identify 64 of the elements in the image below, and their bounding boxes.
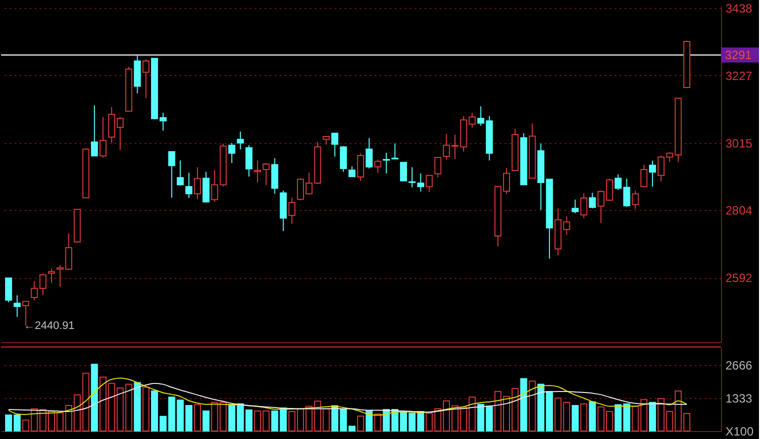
bar bbox=[580, 403, 588, 432]
bar bbox=[271, 410, 278, 432]
candlestick bbox=[366, 138, 373, 170]
bar bbox=[202, 410, 210, 432]
bar bbox=[683, 412, 690, 432]
candlestick bbox=[202, 171, 210, 204]
candlestick bbox=[348, 166, 356, 178]
candlestick bbox=[632, 190, 639, 210]
candlestick bbox=[228, 142, 236, 164]
candlestick bbox=[245, 144, 252, 178]
bar bbox=[134, 382, 141, 432]
y-tick-label: 2804 bbox=[726, 204, 753, 218]
candlestick bbox=[48, 268, 55, 284]
bar bbox=[125, 384, 132, 432]
bar bbox=[520, 378, 528, 432]
candlestick bbox=[254, 160, 262, 183]
y-tick-label: 3015 bbox=[726, 136, 753, 150]
candlestick bbox=[100, 116, 107, 158]
candlestick bbox=[426, 174, 433, 193]
bar bbox=[366, 410, 373, 432]
bar bbox=[90, 364, 98, 432]
bar bbox=[588, 401, 596, 432]
candlestick bbox=[5, 277, 12, 303]
candlestick bbox=[14, 294, 21, 318]
bar bbox=[194, 404, 201, 432]
candlestick bbox=[357, 152, 364, 182]
candlestick bbox=[374, 159, 382, 174]
bar bbox=[142, 386, 150, 432]
candlestick bbox=[185, 172, 192, 199]
candlestick bbox=[434, 157, 442, 178]
candlestick bbox=[236, 131, 244, 150]
candlestick bbox=[572, 199, 579, 214]
candlestick bbox=[168, 151, 176, 198]
bar bbox=[648, 402, 656, 432]
bar bbox=[357, 416, 364, 432]
bar bbox=[374, 413, 382, 432]
candlestick bbox=[262, 162, 270, 186]
candlestick bbox=[142, 58, 150, 99]
annotation: ←2440.91 bbox=[24, 320, 75, 332]
y-tick-label: 3438 bbox=[726, 2, 753, 16]
candlestick bbox=[340, 146, 347, 172]
candlestick bbox=[331, 132, 338, 158]
y-tick-label: 1333 bbox=[726, 392, 753, 406]
bar bbox=[22, 420, 30, 432]
bar bbox=[572, 405, 579, 432]
line-series bbox=[8, 382, 688, 413]
candlestick bbox=[176, 160, 184, 186]
bar bbox=[280, 408, 287, 432]
y-tick-label: 2592 bbox=[726, 271, 753, 286]
y-tick-label: X100 bbox=[726, 424, 754, 438]
candlestick bbox=[400, 162, 407, 182]
candlestick bbox=[588, 192, 596, 209]
y-tick-label: 2666 bbox=[726, 358, 753, 373]
candlestick bbox=[194, 166, 201, 200]
y-tick-label: 3227 bbox=[726, 68, 753, 83]
line-series bbox=[8, 378, 688, 416]
candlestick bbox=[648, 160, 656, 188]
ref-line-label: 3291 bbox=[725, 48, 752, 62]
candlestick bbox=[640, 164, 648, 188]
candlestick bbox=[90, 104, 98, 157]
bar bbox=[528, 380, 536, 432]
candlestick bbox=[288, 197, 296, 224]
candlestick bbox=[271, 158, 278, 194]
candlestick bbox=[580, 192, 588, 219]
